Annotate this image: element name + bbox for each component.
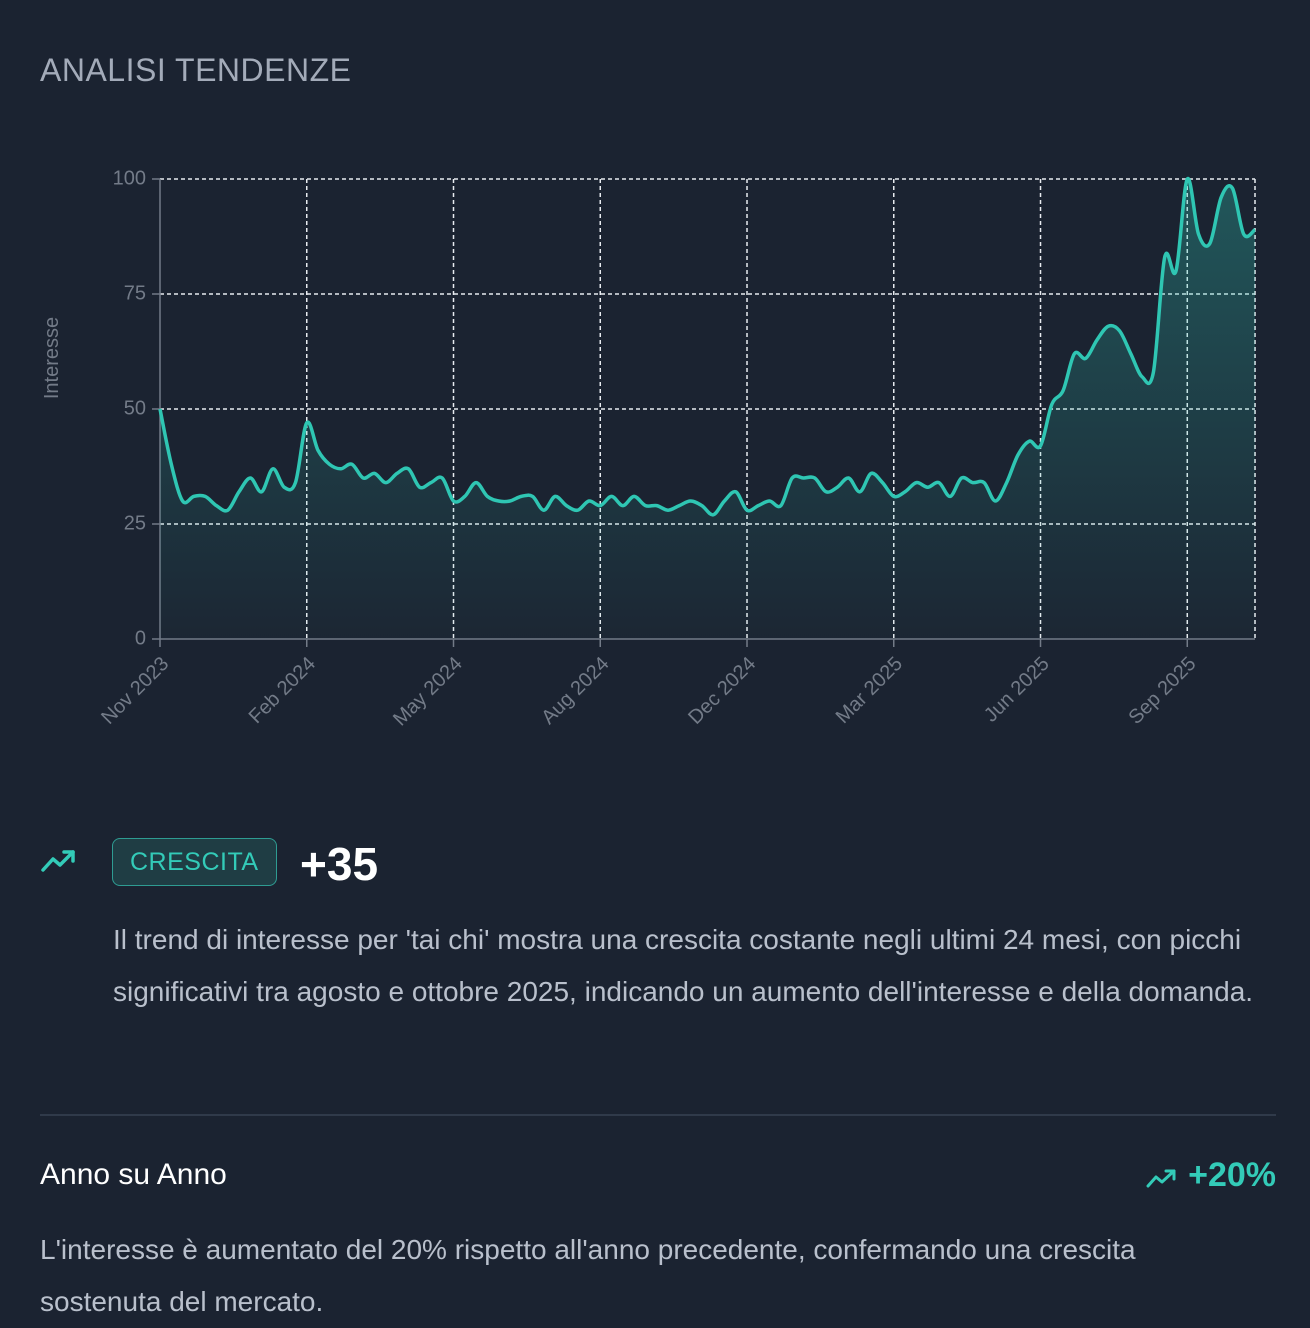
y-tick-label: 25 bbox=[124, 512, 146, 534]
yoy-title: Anno su Anno bbox=[40, 1158, 227, 1191]
y-tick-label: 50 bbox=[124, 397, 146, 419]
chart: Interesse 0 25 50 75 100 Nov 2023 Feb 2024 May … bbox=[41, 167, 1257, 731]
yoy-icon bbox=[1146, 1169, 1176, 1188]
x-tick-label: Sep 2025 bbox=[1124, 653, 1200, 729]
yoy-change: +20% bbox=[1188, 1156, 1276, 1194]
line bbox=[158, 177, 1257, 517]
x-tick-label: Nov 2023 bbox=[97, 653, 173, 729]
y-axis-label: Interesse bbox=[41, 317, 63, 399]
trend-description: Il trend di interesse per 'tai chi' most… bbox=[113, 924, 1254, 1007]
x-tick-label: Jun 2025 bbox=[980, 653, 1054, 727]
y-tick-label: 0 bbox=[135, 627, 146, 649]
yoy-description: L'interesse è aumentato del 20% rispetto… bbox=[40, 1234, 1136, 1317]
x-tick-label: Dec 2024 bbox=[684, 653, 760, 729]
trend-badge: CRESCITA bbox=[112, 838, 277, 886]
x-tick-label: Aug 2024 bbox=[537, 653, 613, 729]
y-tick-label: 100 bbox=[113, 167, 146, 189]
x-tick-label: Feb 2024 bbox=[245, 653, 320, 728]
divider bbox=[40, 1114, 1276, 1116]
trend-score: +35 bbox=[300, 838, 379, 890]
trend-icon bbox=[41, 850, 75, 872]
y-tick-label: 75 bbox=[124, 282, 146, 304]
x-tick-label: Mar 2025 bbox=[832, 653, 907, 728]
section-title: ANALISI TENDENZE bbox=[40, 52, 352, 88]
area bbox=[160, 178, 1255, 640]
x-tick-label: May 2024 bbox=[389, 653, 467, 731]
